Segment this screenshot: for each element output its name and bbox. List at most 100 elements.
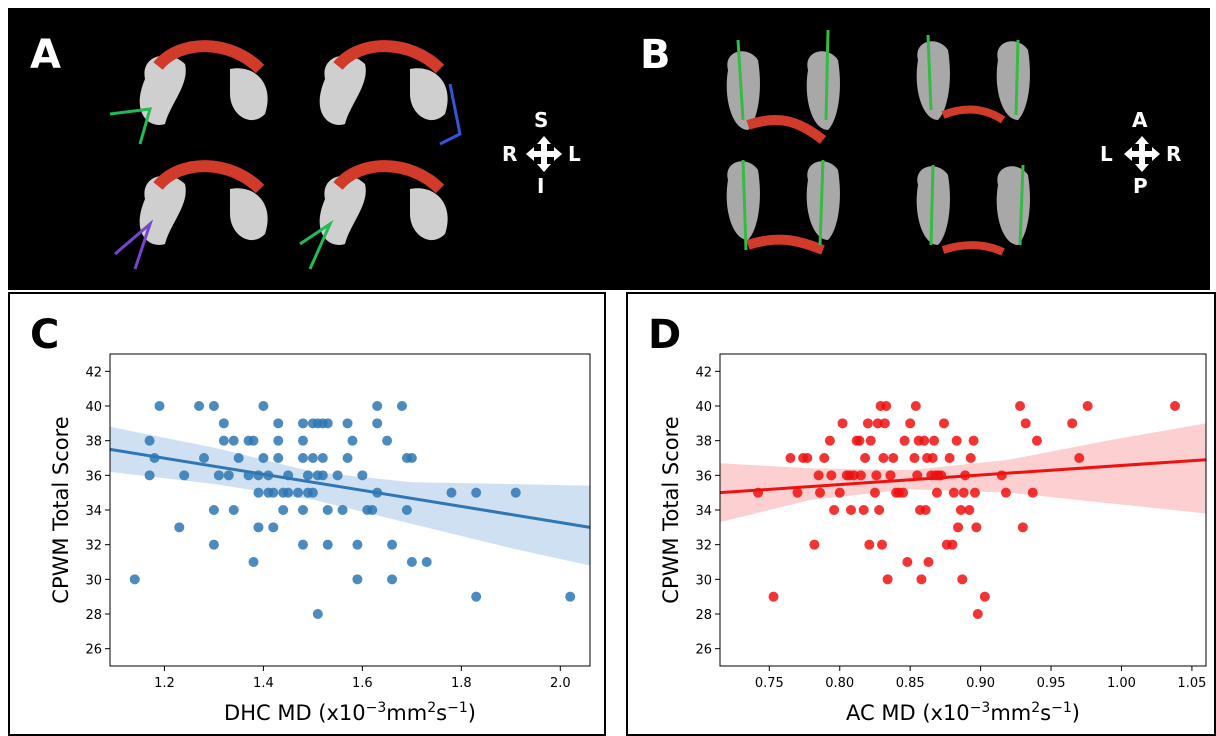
scatter-point — [824, 435, 835, 446]
y-tick-label: 38 — [85, 435, 102, 450]
confidence-band — [110, 426, 590, 566]
y-tick-label: 34 — [85, 504, 102, 519]
scatter-point — [1027, 487, 1038, 498]
scatter-point — [283, 487, 294, 498]
scatter-point — [322, 418, 333, 429]
brain-view-b-bottom-right — [916, 164, 1030, 256]
scatter-point — [174, 522, 185, 533]
scatter-point — [909, 453, 920, 463]
scatter-point — [878, 453, 889, 463]
scatter-point — [208, 539, 219, 550]
scatter-point — [972, 609, 983, 619]
scatter-point — [223, 470, 234, 481]
y-tick-label: 32 — [85, 539, 102, 554]
x-tick-label: 1.2 — [154, 676, 175, 691]
brain-view-bottom-left — [114, 160, 268, 270]
scatter-point — [874, 505, 885, 515]
scatter-point — [347, 435, 358, 446]
y-tick-label: 26 — [695, 643, 712, 658]
y-axis-label: CPWM Total Score — [659, 416, 683, 603]
scatter-point — [367, 505, 378, 515]
scatter-point — [471, 487, 482, 498]
brain-view-b-top-left — [726, 29, 840, 144]
chart-c: 26 28 30 32 34 36 38 40 42 1.2 1.4 1.6 1.8 2.0 CPWM To… — [49, 353, 591, 725]
scatter-point — [1017, 522, 1028, 533]
scatter-point — [862, 418, 873, 429]
scatter-point — [877, 539, 887, 550]
scatter-point — [931, 487, 942, 498]
scatter-point — [1074, 453, 1085, 463]
scatter-point — [199, 453, 210, 463]
scatter-point — [1015, 401, 1026, 411]
scatter-point — [297, 539, 308, 550]
panel-c: C 26 28 30 32 34 36 38 40 42 1.2 1.4 1.6 1.8 2.0 CPWM … — [8, 292, 606, 736]
scatter-point — [968, 435, 979, 446]
scatter-point — [297, 505, 308, 515]
scatter-point — [916, 574, 927, 585]
scatter-point — [905, 418, 916, 429]
scatter-point — [854, 435, 865, 446]
x-tick-label: 0.80 — [825, 676, 854, 691]
scatter-point — [352, 539, 363, 550]
scatter-point — [302, 470, 313, 481]
scatter-point — [144, 470, 155, 481]
scatter-point — [273, 418, 284, 429]
scatter-point — [129, 574, 140, 585]
scatter-point — [969, 487, 980, 498]
brain-view-b-top-right — [916, 34, 1030, 124]
scatter-point — [792, 487, 803, 498]
cross-arrows-icon — [1124, 136, 1160, 172]
scatter-point — [846, 505, 857, 515]
scatter-point — [898, 487, 909, 498]
scatter-point — [307, 487, 318, 498]
scatter-point — [406, 557, 417, 567]
scatter-point — [387, 539, 398, 550]
scatter-point — [248, 557, 259, 567]
y-axis-label: CPWM Total Score — [49, 416, 73, 603]
chart-d: 26 28 30 32 34 36 38 40 42 0.75 0.80 0.85 0.90 0.95 1.… — [659, 353, 1207, 725]
scatter-point — [872, 418, 883, 429]
scatter-point — [813, 470, 824, 481]
panel-b-brain-render — [726, 29, 1030, 256]
x-tick-label: 0.90 — [966, 676, 995, 691]
brain-view-bottom-right — [299, 160, 448, 270]
scatter-point — [357, 470, 368, 481]
panel-a-letter: A — [30, 32, 61, 78]
scatter-point — [902, 557, 913, 567]
scatter-point — [253, 522, 264, 533]
scatter-point — [337, 505, 348, 515]
y-tick-label: 30 — [695, 573, 712, 588]
brain-view-top-right — [319, 40, 462, 146]
scatter-point — [882, 574, 893, 585]
scatter-point — [342, 418, 353, 429]
scatter-point — [208, 401, 219, 411]
orientation-compass-b: A L R P — [1098, 108, 1181, 198]
scatter-point — [228, 505, 239, 515]
scatter-point — [258, 453, 269, 463]
scatter-point — [510, 487, 521, 498]
scatter-point — [953, 522, 964, 533]
scatter-point — [387, 574, 398, 585]
panel-d-letter: D — [648, 312, 682, 358]
scatter-point — [1031, 435, 1042, 446]
y-tick-label: 30 — [85, 573, 102, 588]
scatter-point — [1067, 418, 1078, 429]
scatter-point — [382, 435, 393, 446]
panel-d: D 26 28 30 32 34 36 38 40 42 0.75 0.80 0.85 0.90 0.95… — [626, 292, 1216, 736]
scatter-point — [401, 505, 412, 515]
scatter-point — [322, 505, 333, 515]
scatter-point — [948, 487, 959, 498]
scatter-point — [996, 470, 1007, 481]
scatter-point — [888, 453, 899, 463]
scatter-point — [837, 418, 848, 429]
scatter-point — [154, 401, 165, 411]
scatter-point — [372, 401, 383, 411]
scatter-point — [317, 470, 328, 481]
scatter-point — [342, 453, 353, 463]
scatter-point — [218, 435, 229, 446]
y-tick-label: 40 — [85, 400, 102, 415]
scatter-point — [218, 418, 229, 429]
scatter-point — [929, 435, 940, 446]
scatter-point — [273, 435, 284, 446]
x-tick-label: 0.75 — [755, 676, 784, 691]
